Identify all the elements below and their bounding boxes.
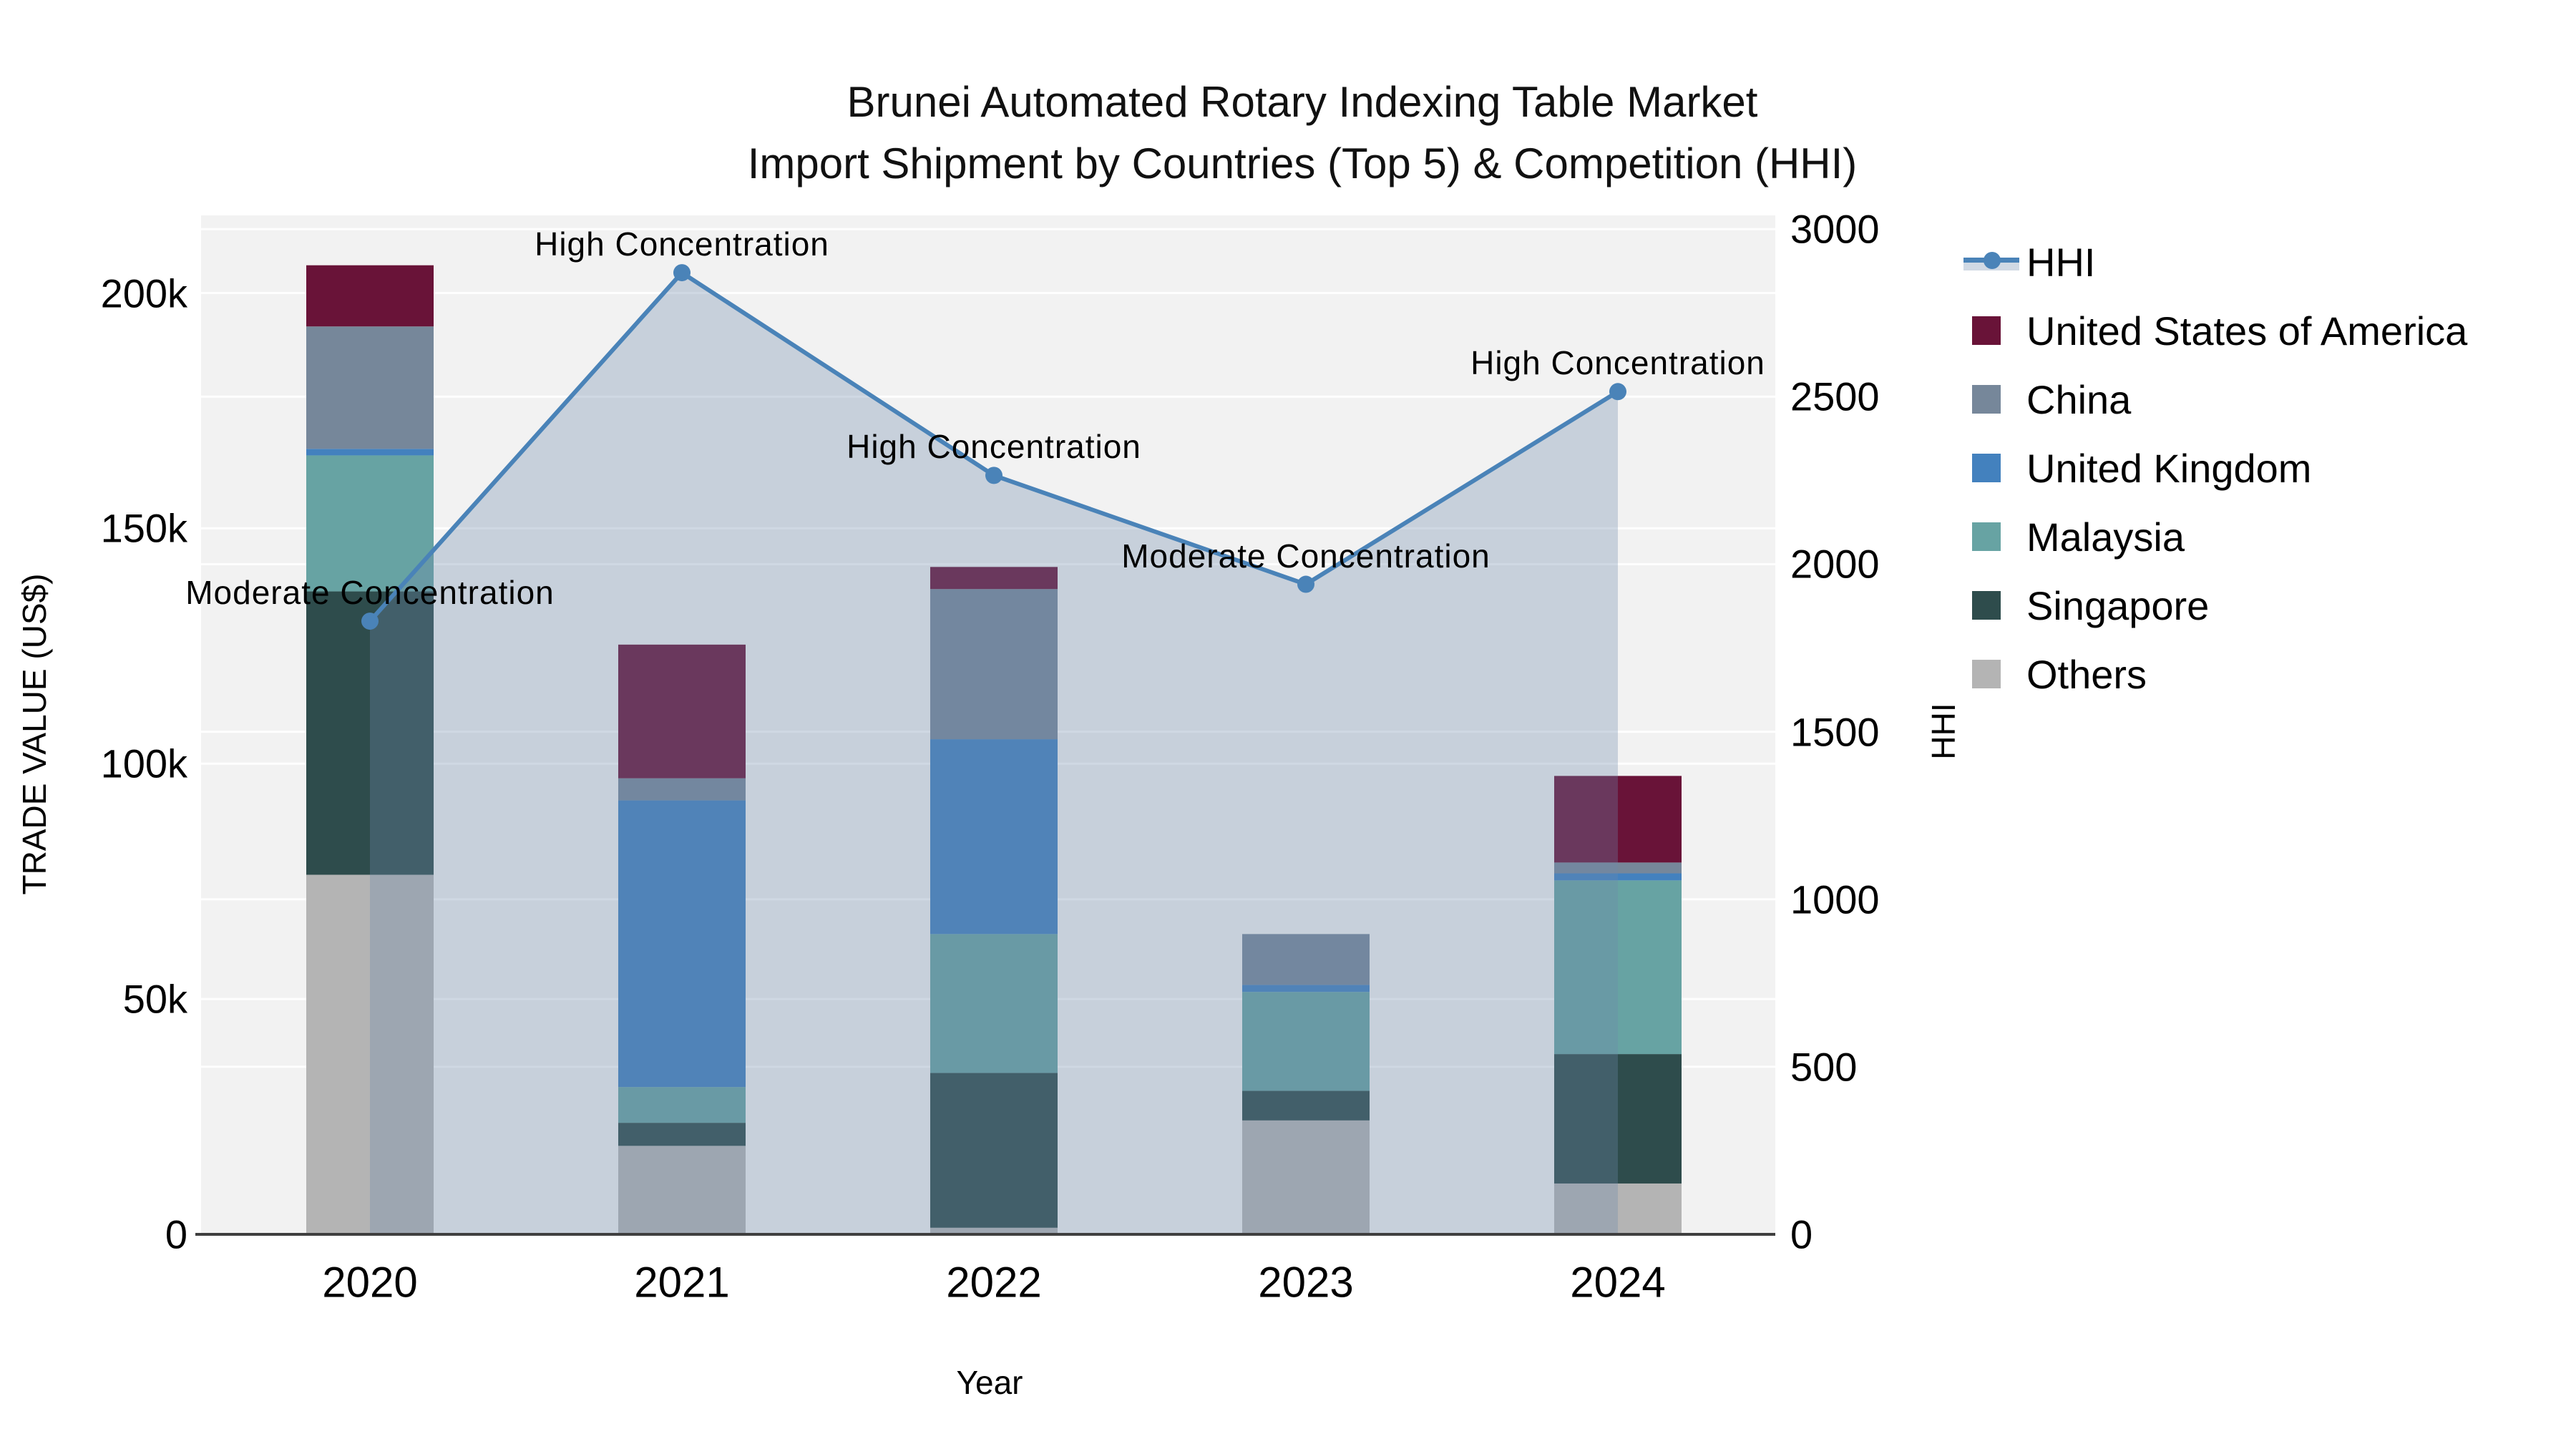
- tick-left-200k: 200k: [100, 270, 187, 316]
- bar-segment-2024-china: [1554, 862, 1682, 874]
- bar-segment-2022-united-kingdom: [930, 739, 1058, 935]
- tick-right-3000: 3000: [1790, 206, 1880, 252]
- tick-right-500: 500: [1790, 1044, 1858, 1090]
- legend-item-united-states-of-america[interactable]: United States of America: [1963, 296, 2467, 365]
- bar-segment-2020-united-kingdom: [306, 449, 434, 456]
- annotation-2024: High Concentration: [1470, 344, 1765, 382]
- annotation-2023: Moderate Concentration: [1121, 537, 1491, 575]
- legend-label: United States of America: [2026, 308, 2468, 353]
- tick-right-2000: 2000: [1790, 541, 1880, 587]
- x-axis-title: Year: [956, 1364, 1023, 1401]
- tick-x-2021: 2021: [634, 1258, 730, 1307]
- legend-label: Singapore: [2026, 582, 2210, 628]
- bar-segment-2021-others: [618, 1146, 746, 1234]
- legend-item-others[interactable]: Others: [1963, 640, 2467, 708]
- tick-left-100k: 100k: [100, 741, 187, 786]
- chart-title-line2: Import Shipment by Countries (Top 5) & C…: [747, 140, 1858, 187]
- hhi-point-2020: [361, 613, 379, 630]
- bar-segment-2020-others: [306, 874, 434, 1234]
- chart-title-line1: Brunei Automated Rotary Indexing Table M…: [847, 78, 1758, 126]
- bar-segment-2022-others: [930, 1227, 1058, 1234]
- bar-segment-2022-china: [930, 589, 1058, 740]
- bar-segment-2024-malaysia: [1554, 880, 1682, 1055]
- hhi-line-icon: [1963, 249, 2019, 275]
- tick-left-150k: 150k: [100, 505, 187, 551]
- bar-segment-2024-united-kingdom: [1554, 873, 1682, 881]
- bar-segment-2022-malaysia: [930, 934, 1058, 1073]
- annotation-2022: High Concentration: [847, 428, 1141, 466]
- bar-segment-2023-singapore: [1242, 1091, 1370, 1121]
- bar-segment-2020-singapore: [306, 591, 434, 875]
- tick-x-2023: 2023: [1258, 1258, 1354, 1307]
- y-axis-title-left: TRADE VALUE (US$): [16, 573, 53, 895]
- legend-label: HHI: [2026, 239, 2096, 285]
- bar-segment-2023-china: [1242, 934, 1370, 985]
- bar-segment-2023-united-kingdom: [1242, 985, 1370, 992]
- tick-x-2024: 2024: [1570, 1258, 1666, 1307]
- legend-swatch-icon: [1972, 316, 2001, 345]
- bar-segment-2020-malaysia: [306, 455, 434, 592]
- bar-segment-2021-malaysia: [618, 1087, 746, 1123]
- bar-segment-2020-china: [306, 326, 434, 449]
- bar-segment-2022-united-states-of-america: [930, 567, 1058, 590]
- hhi-point-2022: [985, 467, 1002, 484]
- legend-item-malaysia[interactable]: Malaysia: [1963, 502, 2467, 571]
- legend-item-china[interactable]: China: [1963, 365, 2467, 434]
- legend-swatch-icon: [1972, 385, 2001, 414]
- y-axis-title-right: HHI: [1925, 703, 1962, 760]
- bar-segment-2023-malaysia: [1242, 992, 1370, 1091]
- legend-swatch-icon: [1972, 591, 2001, 620]
- tick-right-0: 0: [1790, 1211, 1813, 1257]
- bar-segment-2021-china: [618, 778, 746, 801]
- legend-swatch-icon: [1972, 454, 2001, 482]
- legend-swatch-icon: [1972, 522, 2001, 551]
- tick-left-50k: 50k: [122, 976, 187, 1022]
- legend-item-singapore[interactable]: Singapore: [1963, 571, 2467, 640]
- bar-segment-2024-singapore: [1554, 1054, 1682, 1184]
- bar-segment-2022-singapore: [930, 1073, 1058, 1228]
- legend-label: Malaysia: [2026, 514, 2185, 560]
- bar-segment-2021-united-states-of-america: [618, 644, 746, 779]
- tick-left-0: 0: [165, 1211, 187, 1257]
- legend-item-united-kingdom[interactable]: United Kingdom: [1963, 434, 2467, 502]
- hhi-area-fill: [370, 273, 1618, 1234]
- legend-label: United Kingdom: [2026, 445, 2312, 491]
- annotation-2021: High Concentration: [535, 225, 829, 263]
- legend-item-hhi[interactable]: HHI: [1963, 228, 2467, 296]
- hhi-point-2021: [673, 264, 691, 282]
- legend-label: Others: [2026, 651, 2147, 697]
- bar-segment-2024-united-states-of-america: [1554, 776, 1682, 863]
- hhi-point-2024: [1609, 383, 1626, 401]
- hhi-point-2023: [1297, 575, 1314, 593]
- legend: HHI United States of America China United K…: [1963, 228, 2467, 708]
- tick-right-1000: 1000: [1790, 877, 1880, 922]
- bar-segment-2020-united-states-of-america: [306, 265, 434, 327]
- bar-segment-2021-singapore: [618, 1123, 746, 1146]
- bar-segment-2024-others: [1554, 1183, 1682, 1234]
- bar-segment-2023-others: [1242, 1120, 1370, 1234]
- annotation-2020: Moderate Concentration: [185, 574, 555, 612]
- legend-label: China: [2026, 376, 2132, 422]
- tick-x-2022: 2022: [946, 1258, 1042, 1307]
- bar-segment-2021-united-kingdom: [618, 800, 746, 1088]
- legend-swatch-icon: [1972, 660, 2001, 688]
- tick-right-1500: 1500: [1790, 709, 1880, 755]
- tick-x-2020: 2020: [322, 1258, 418, 1307]
- tick-right-2500: 2500: [1790, 374, 1880, 419]
